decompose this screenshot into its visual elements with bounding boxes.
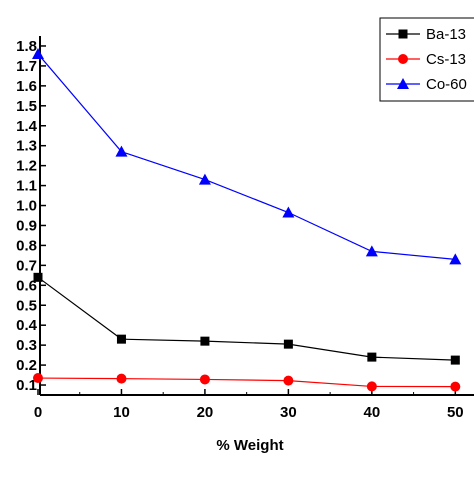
data-point bbox=[32, 47, 44, 59]
x-tick-label: 0 bbox=[34, 404, 42, 421]
data-point bbox=[33, 373, 43, 384]
data-point bbox=[366, 381, 377, 392]
legend-marker bbox=[398, 29, 408, 39]
y-tick-label: 1.1 bbox=[16, 178, 37, 195]
y-tick-label: 0.3 bbox=[16, 337, 37, 354]
y-tick-label: 1.5 bbox=[16, 98, 37, 115]
y-tick-label: 0.6 bbox=[16, 277, 37, 294]
data-point bbox=[282, 206, 295, 218]
y-tick-label: 1.4 bbox=[16, 118, 38, 135]
axes-layer: 0.1 0.2 0.3 0.4 0.5 0.6 0.7 0.8 0.9 1.0 1.1 1.2 1.3 1… bbox=[16, 36, 474, 421]
x-tick-label: 50 bbox=[447, 404, 464, 421]
legend: Ba-13 Cs-13 Co-60 bbox=[379, 17, 474, 102]
data-point bbox=[199, 374, 210, 385]
series-layer bbox=[32, 47, 462, 392]
data-point bbox=[449, 253, 462, 265]
series-co-60 bbox=[32, 47, 462, 265]
data-point bbox=[365, 245, 378, 257]
y-tick-label: 0.5 bbox=[16, 297, 37, 314]
x-tick-label: 30 bbox=[280, 404, 297, 421]
data-point bbox=[450, 381, 461, 392]
y-tick-label: 0.8 bbox=[16, 237, 37, 254]
legend-marker bbox=[397, 78, 409, 89]
y-tick-label: 0.9 bbox=[16, 217, 37, 234]
y-tick-label: 1.7 bbox=[16, 58, 37, 75]
data-point bbox=[115, 145, 128, 157]
data-point bbox=[450, 355, 460, 365]
legend-label: Cs-13 bbox=[426, 51, 466, 68]
series-cs-13 bbox=[33, 373, 461, 392]
series-line bbox=[37, 276, 456, 361]
series-ba-13 bbox=[33, 272, 460, 365]
x-tick-label: 10 bbox=[113, 404, 130, 421]
y-tick-label: 1.6 bbox=[16, 78, 37, 95]
data-point bbox=[116, 373, 127, 384]
series-line bbox=[37, 53, 456, 260]
data-point bbox=[367, 352, 377, 362]
legend-label: Ba-13 bbox=[426, 26, 466, 43]
legend-label: Co-60 bbox=[426, 76, 467, 93]
y-tick-label: 1.0 bbox=[16, 198, 37, 215]
data-point bbox=[116, 334, 126, 344]
y-tick-label: 0.4 bbox=[16, 317, 38, 334]
y-tick-label: 0.1 bbox=[16, 377, 37, 394]
data-point bbox=[200, 336, 210, 346]
x-tick-label: 20 bbox=[197, 404, 214, 421]
y-tick-label: 0.2 bbox=[16, 357, 37, 374]
y-tick-label: 1.8 bbox=[16, 38, 37, 55]
x-axis-title: % Weight bbox=[216, 437, 283, 454]
y-tick-label: 1.3 bbox=[16, 138, 37, 155]
series-line bbox=[37, 377, 456, 388]
data-point bbox=[283, 375, 294, 386]
y-tick-label: 0.7 bbox=[16, 257, 37, 274]
x-tick-label: 40 bbox=[364, 404, 381, 421]
legend-marker bbox=[398, 54, 408, 64]
data-point bbox=[283, 339, 293, 349]
data-point bbox=[33, 272, 43, 282]
y-tick-label: 1.2 bbox=[16, 158, 37, 175]
data-point bbox=[198, 173, 211, 185]
